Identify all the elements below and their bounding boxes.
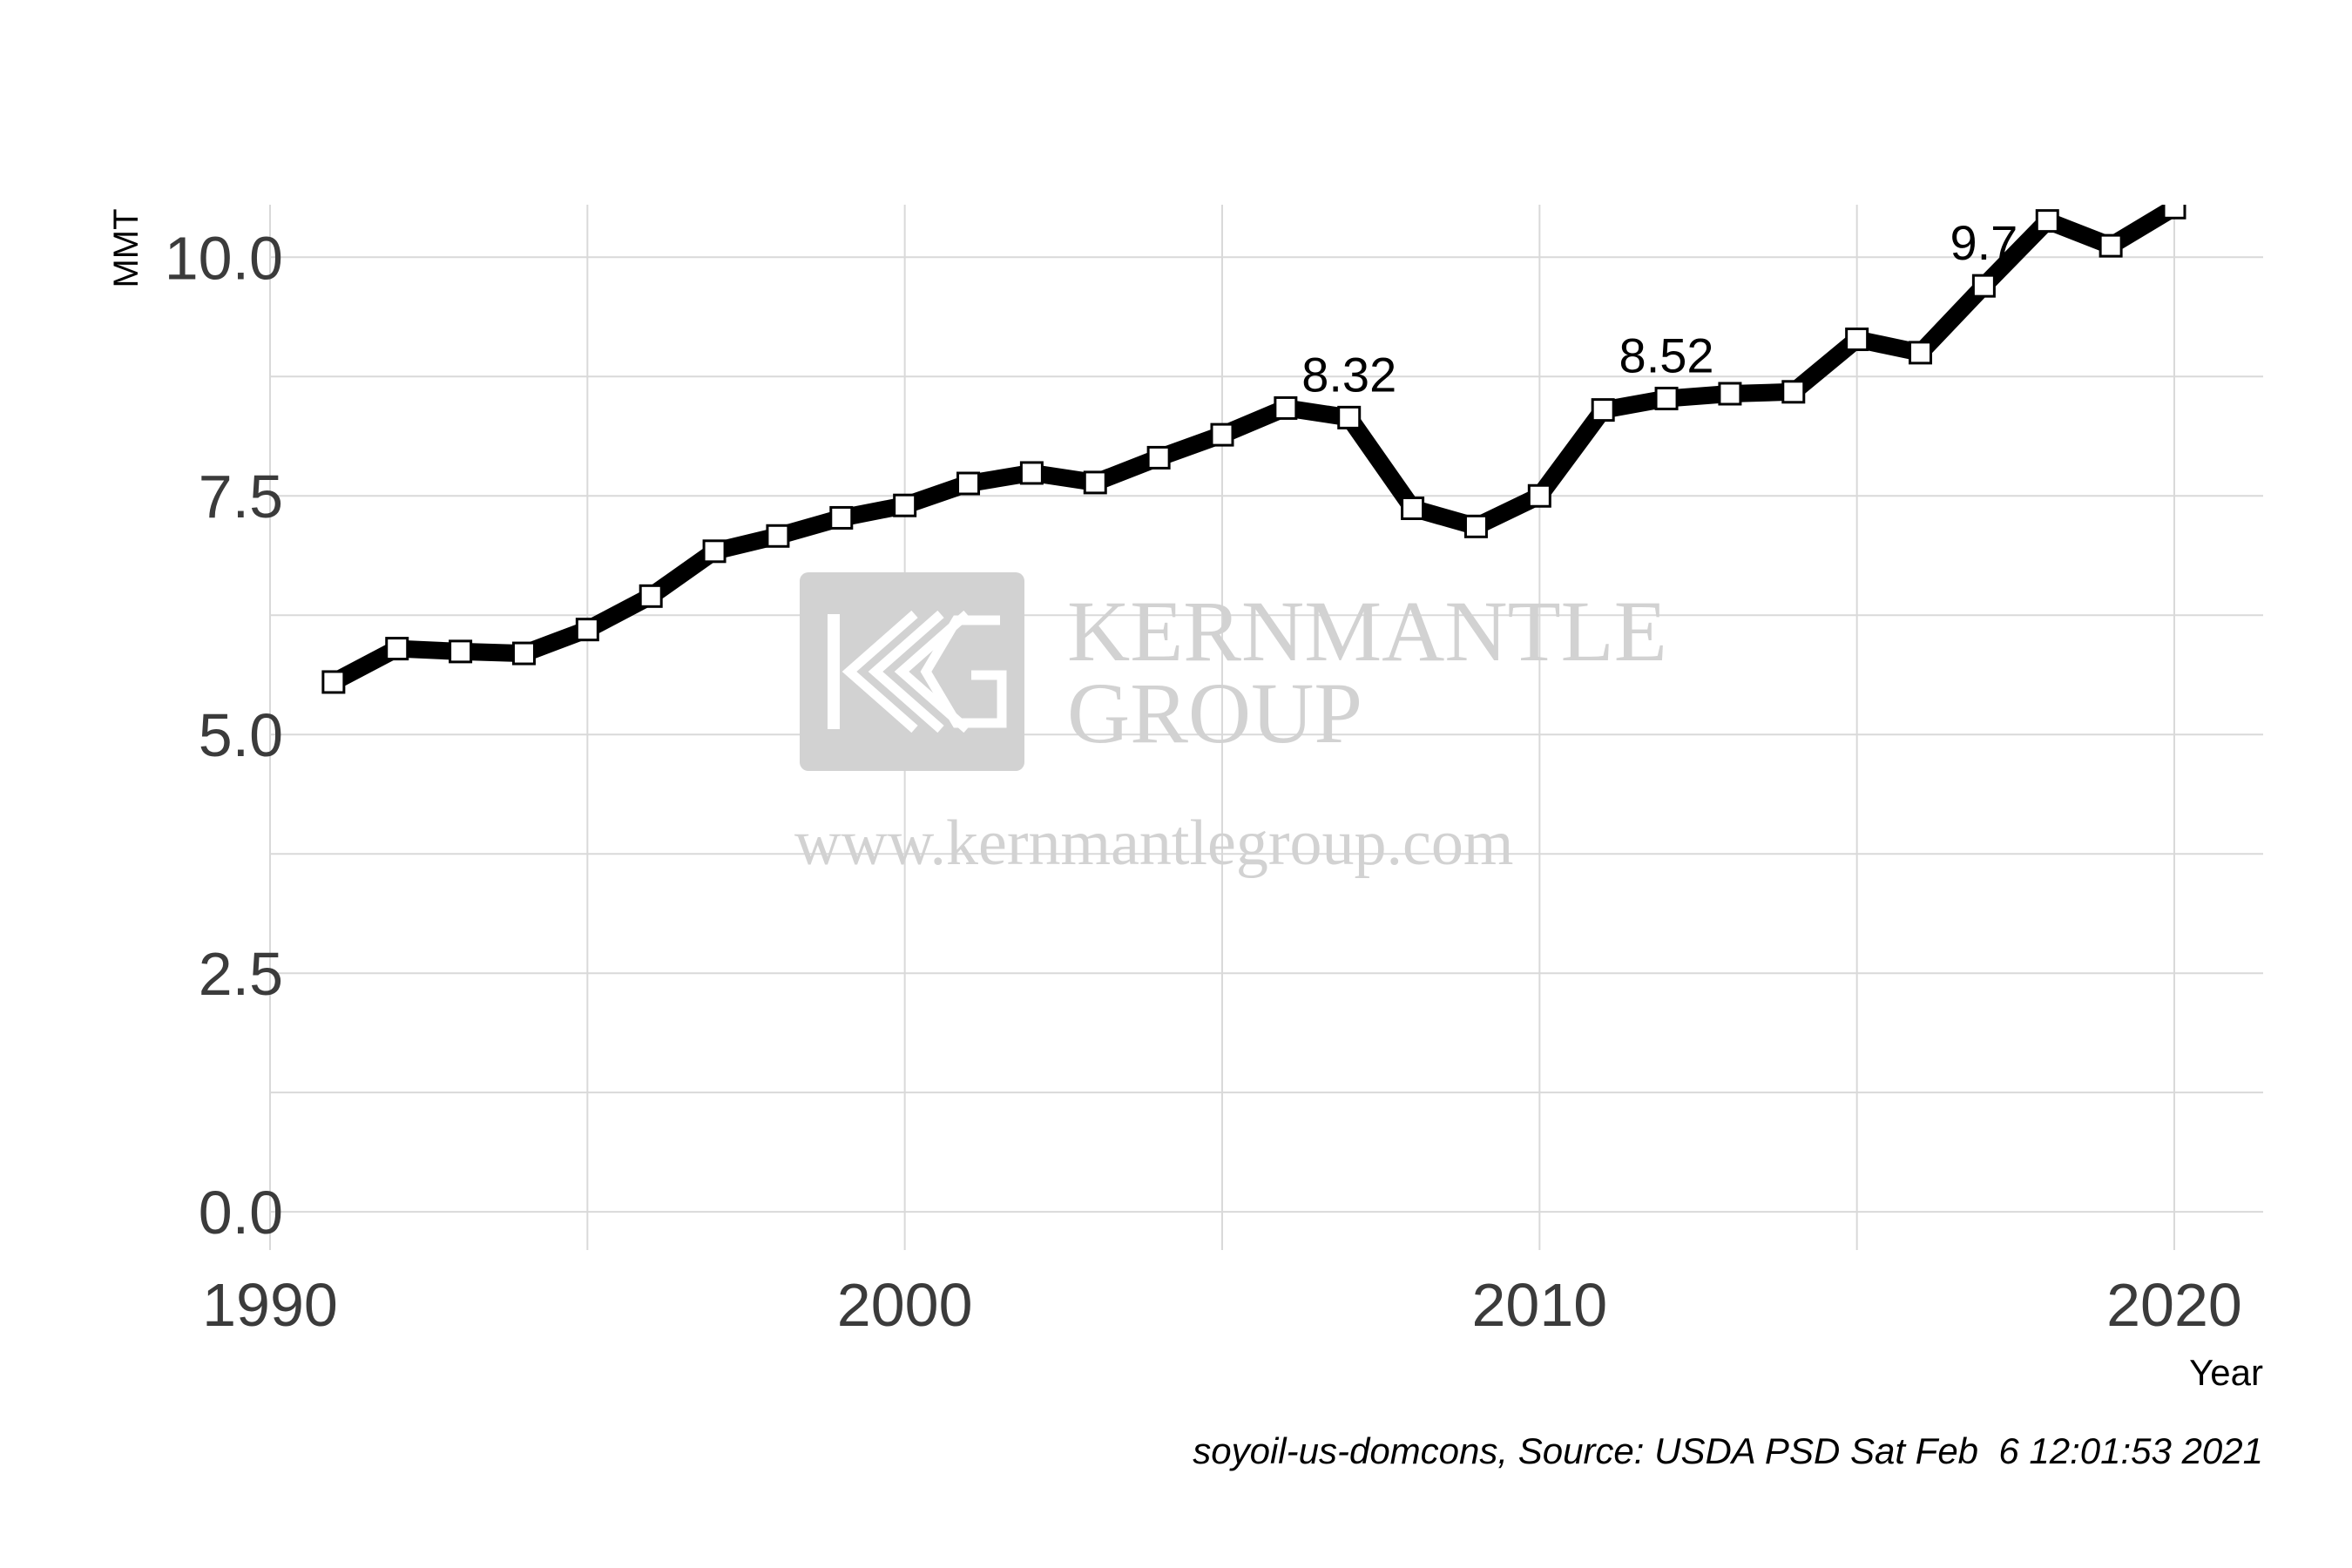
- y-tick-label: 0.0: [199, 1179, 283, 1247]
- data-point: [766, 524, 790, 548]
- data-point: [1083, 470, 1107, 495]
- data-point: [893, 493, 917, 517]
- data-point: [1591, 398, 1615, 422]
- data-label: 8.32: [1301, 347, 1396, 402]
- watermark: KERNMANTLE GROUP www.kernmantlegroup.com: [794, 572, 1667, 879]
- data-label: 8.52: [1619, 328, 1714, 382]
- x-tick-label: 2020: [2106, 1271, 2242, 1339]
- x-tick-label: 2010: [1471, 1271, 1607, 1339]
- x-tick-label: 2000: [837, 1271, 973, 1339]
- data-point: [956, 471, 981, 496]
- data-point: [1463, 514, 1488, 538]
- data-point: [1718, 382, 1742, 406]
- data-point: [702, 539, 727, 564]
- x-axis-title: Year: [2189, 1352, 2263, 1393]
- x-axis-tick-labels: 1990 2000 2010 2020: [202, 1271, 2242, 1339]
- x-tick-label: 1990: [202, 1271, 338, 1339]
- data-point: [1210, 422, 1234, 447]
- data-point: [575, 618, 599, 642]
- watermark-text-line1: KERNMANTLE: [1067, 583, 1667, 679]
- y-tick-label: 7.5: [199, 463, 283, 531]
- y-axis-title: MMT: [107, 208, 145, 287]
- chart-caption: soyoil-us-domcons, Source: USDA PSD Sat …: [1193, 1430, 2263, 1471]
- data-point: [385, 637, 409, 661]
- y-axis-tick-labels: 0.0 2.5 5.0 7.5 10.0: [165, 224, 283, 1247]
- data-point: [1845, 328, 1869, 352]
- data-label: 9.7: [1950, 215, 2017, 270]
- data-point: [2035, 209, 2059, 233]
- data-point: [321, 670, 346, 694]
- data-point: [639, 584, 663, 608]
- y-tick-label: 10.0: [165, 224, 283, 292]
- data-point: [1401, 496, 1425, 520]
- y-tick-label: 2.5: [199, 940, 283, 1008]
- watermark-text-line2: GROUP: [1067, 665, 1362, 761]
- data-point: [829, 505, 854, 530]
- data-point: [1527, 483, 1551, 508]
- watermark-url: www.kernmantlegroup.com: [794, 808, 1513, 879]
- data-point: [511, 641, 536, 666]
- data-point: [1781, 380, 1806, 404]
- data-markers: [321, 205, 2186, 694]
- data-point: [1909, 341, 1933, 365]
- data-point: [1654, 386, 1679, 410]
- watermark-logo-icon: [841, 610, 1007, 733]
- y-tick-label: 5.0: [199, 701, 283, 769]
- data-point: [1274, 395, 1298, 420]
- data-point: [1971, 274, 1996, 298]
- watermark-logo-bar: [828, 614, 840, 729]
- data-labels: 8.32 8.52 9.7: [1301, 215, 2017, 402]
- data-point: [1146, 445, 1171, 470]
- data-point: [449, 639, 473, 664]
- data-point: [2162, 205, 2186, 220]
- data-point: [2099, 233, 2123, 258]
- data-point: [1337, 405, 1362, 429]
- data-point: [1019, 461, 1044, 485]
